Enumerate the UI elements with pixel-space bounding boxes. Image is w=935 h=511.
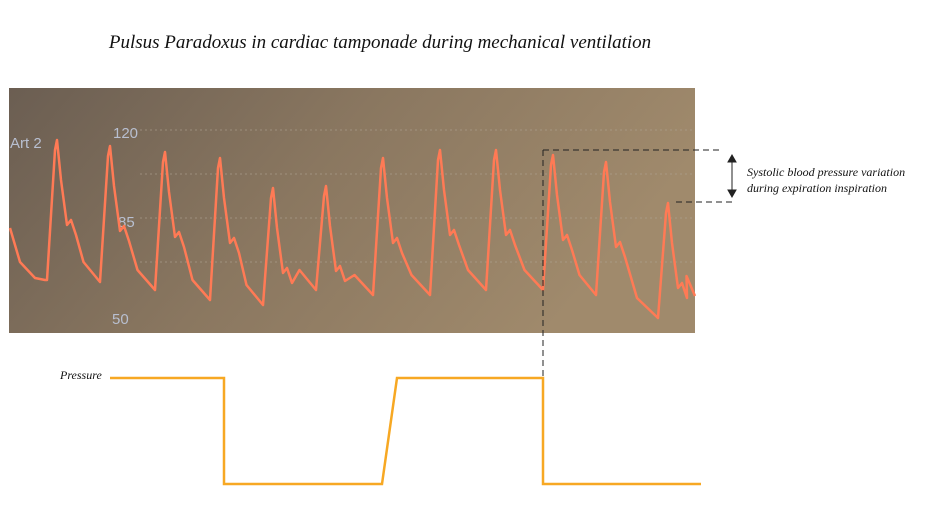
annotation-line: during expiration inspiration (747, 181, 887, 195)
annotation-line: Systolic blood pressure variation (747, 165, 905, 179)
arterial-waveform (8, 138, 697, 320)
title: Pulsus Paradoxus in cardiac tamponade du… (108, 32, 651, 53)
guide-lines (542, 149, 734, 376)
pressure-label: Pressure (59, 368, 102, 382)
variation-arrow (727, 153, 737, 199)
pressure-wave (110, 376, 701, 486)
scale-label: 120 (113, 125, 138, 142)
channel-label: Art 2 (10, 135, 42, 152)
scale-label: 50 (112, 311, 129, 328)
monitor-screen (9, 88, 695, 333)
